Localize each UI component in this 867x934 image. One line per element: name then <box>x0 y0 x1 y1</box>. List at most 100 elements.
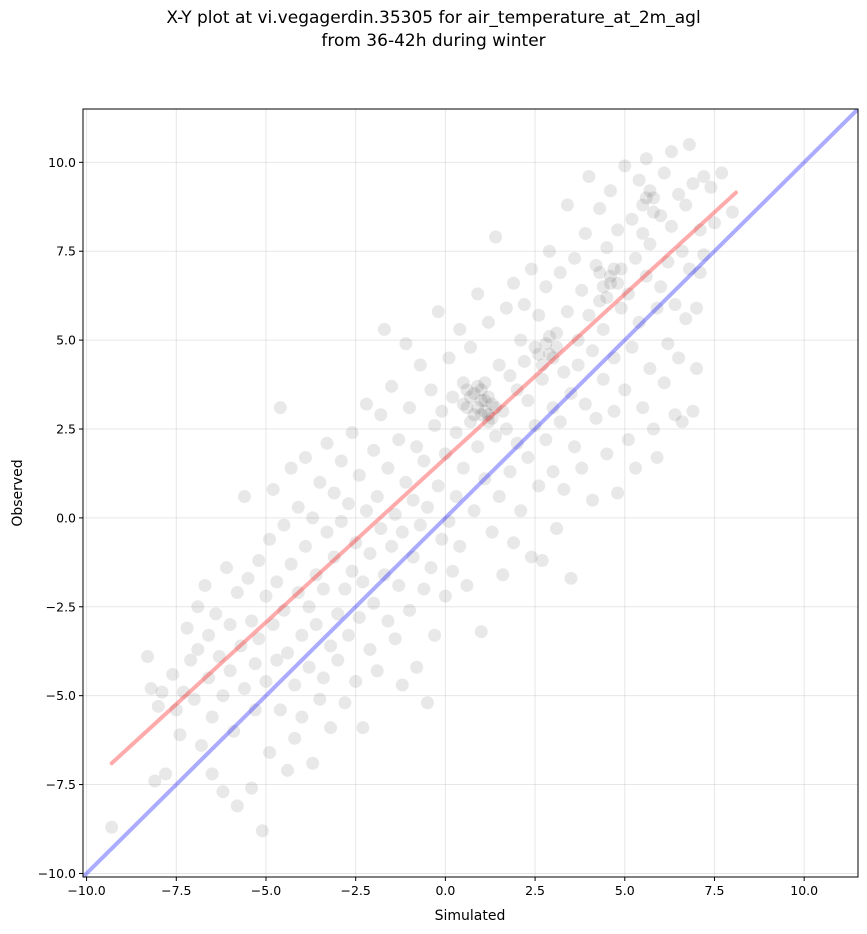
data-point-25 <box>216 785 230 799</box>
data-point-6 <box>159 767 173 781</box>
data-point-105 <box>370 490 384 504</box>
data-point-316 <box>611 276 625 290</box>
data-point-278 <box>679 312 693 326</box>
data-point-156 <box>460 578 474 592</box>
data-point-150 <box>449 490 463 504</box>
data-point-48 <box>266 482 280 496</box>
data-point-314 <box>603 269 617 283</box>
data-point-40 <box>252 554 266 568</box>
data-point-61 <box>291 586 305 600</box>
regression-line <box>109 190 739 766</box>
data-point-238 <box>607 404 621 418</box>
data-point-71 <box>309 568 323 582</box>
data-point-97 <box>356 575 370 589</box>
data-point-116 <box>388 507 402 521</box>
data-point-271 <box>668 408 682 422</box>
data-point-0 <box>105 820 119 834</box>
data-point-85 <box>334 514 348 528</box>
data-point-313 <box>596 280 610 294</box>
data-point-10 <box>176 685 190 699</box>
data-point-21 <box>205 767 219 781</box>
data-point-39 <box>248 703 262 717</box>
data-point-184 <box>510 436 524 450</box>
data-point-303 <box>489 401 503 415</box>
data-point-167 <box>481 408 495 422</box>
data-point-4 <box>151 699 165 713</box>
data-point-291 <box>715 166 729 180</box>
data-point-192 <box>524 550 538 564</box>
data-point-216 <box>568 440 582 454</box>
data-point-241 <box>614 301 628 315</box>
data-point-260 <box>646 191 660 205</box>
data-point-95 <box>352 610 366 624</box>
data-point-3 <box>148 774 162 788</box>
data-point-149 <box>449 426 463 440</box>
grid <box>83 109 858 877</box>
data-point-296 <box>478 404 492 418</box>
data-point-84 <box>331 653 345 667</box>
data-point-269 <box>664 145 678 159</box>
data-point-224 <box>582 170 596 184</box>
data-point-42 <box>255 824 269 838</box>
data-point-26 <box>220 561 234 575</box>
data-point-123 <box>403 603 417 617</box>
data-point-214 <box>564 571 578 585</box>
data-point-98 <box>356 721 370 735</box>
data-point-38 <box>248 657 262 671</box>
data-point-263 <box>654 209 668 223</box>
data-point-2 <box>144 682 158 696</box>
data-point-66 <box>298 450 312 464</box>
x-tick-label-3: −2.5 <box>341 883 371 898</box>
data-point-292 <box>725 205 739 219</box>
data-point-246 <box>621 433 635 447</box>
data-point-169 <box>485 525 499 539</box>
data-point-277 <box>679 198 693 212</box>
data-point-52 <box>273 401 287 415</box>
data-point-299 <box>485 411 499 425</box>
data-point-126 <box>406 493 420 507</box>
y-tick-label-1: −7.5 <box>46 777 76 792</box>
data-point-172 <box>489 230 503 244</box>
data-point-183 <box>510 383 524 397</box>
data-point-288 <box>697 248 711 262</box>
data-point-259 <box>646 422 660 436</box>
data-point-322 <box>639 191 653 205</box>
data-point-70 <box>306 511 320 525</box>
data-point-28 <box>223 664 237 678</box>
data-point-12 <box>184 653 198 667</box>
y-tick-label-6: 5.0 <box>56 333 76 348</box>
data-point-315 <box>600 290 614 304</box>
data-point-205 <box>550 326 564 340</box>
data-point-254 <box>636 226 650 240</box>
data-point-302 <box>471 379 485 393</box>
data-point-5 <box>155 685 169 699</box>
data-point-286 <box>693 266 707 280</box>
data-point-174 <box>492 490 506 504</box>
data-point-163 <box>474 394 488 408</box>
data-point-208 <box>553 415 567 429</box>
data-point-318 <box>607 262 621 276</box>
data-point-218 <box>571 358 585 372</box>
data-point-207 <box>553 266 567 280</box>
data-point-293 <box>464 390 477 404</box>
data-point-34 <box>237 490 251 504</box>
chart-title-line1: X-Y plot at vi.vegagerdin.35305 for air_… <box>166 8 701 28</box>
data-point-309 <box>546 351 560 365</box>
data-point-118 <box>392 433 406 447</box>
data-point-189 <box>521 450 535 464</box>
data-point-11 <box>180 621 194 635</box>
data-point-137 <box>428 418 442 432</box>
data-point-177 <box>499 301 513 315</box>
data-point-7 <box>166 667 180 681</box>
data-point-129 <box>413 518 427 532</box>
data-point-114 <box>385 379 399 393</box>
data-point-157 <box>464 415 477 429</box>
data-point-187 <box>517 354 531 368</box>
data-point-213 <box>564 386 578 400</box>
data-point-32 <box>234 639 248 653</box>
x-tick-label-7: 7.5 <box>705 883 725 898</box>
data-point-86 <box>334 454 348 468</box>
x-tick-label-0: −10.0 <box>67 883 105 898</box>
data-point-195 <box>532 308 546 322</box>
data-point-298 <box>467 408 481 422</box>
